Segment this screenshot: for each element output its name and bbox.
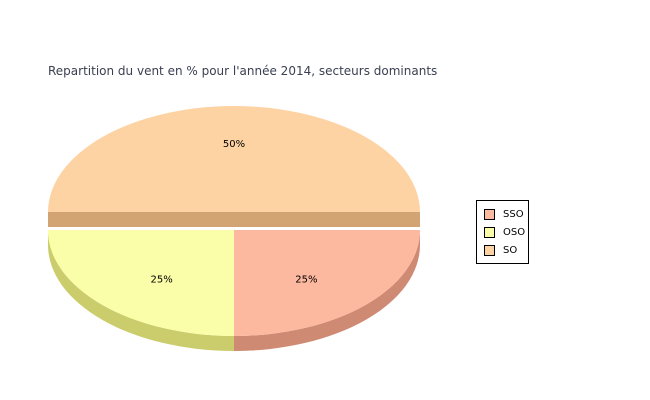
legend-swatch: [484, 226, 495, 238]
legend-item-so: SO: [484, 244, 517, 256]
legend-label: OSO: [503, 226, 526, 238]
legend-item-sso: SSO: [484, 208, 524, 220]
slice-side-sso: [234, 230, 420, 351]
slice-side-oso: [48, 230, 234, 351]
legend: SSO OSO SO: [476, 200, 529, 264]
slice-so: [48, 106, 420, 212]
chart-title: Repartition du vent en % pour l'année 20…: [48, 64, 438, 78]
slice-oso: [48, 230, 234, 336]
legend-swatch: [484, 244, 495, 256]
slice-cut-face-so: [48, 212, 420, 227]
slice-sso: [234, 230, 420, 336]
legend-swatch: [484, 208, 495, 220]
data-label-oso: 25%: [151, 275, 173, 286]
legend-label: SSO: [503, 208, 524, 220]
legend-label: SO: [503, 244, 518, 256]
legend-item-oso: OSO: [484, 226, 525, 238]
data-label-sso: 25%: [295, 275, 317, 286]
data-label-so: 50%: [223, 139, 245, 150]
